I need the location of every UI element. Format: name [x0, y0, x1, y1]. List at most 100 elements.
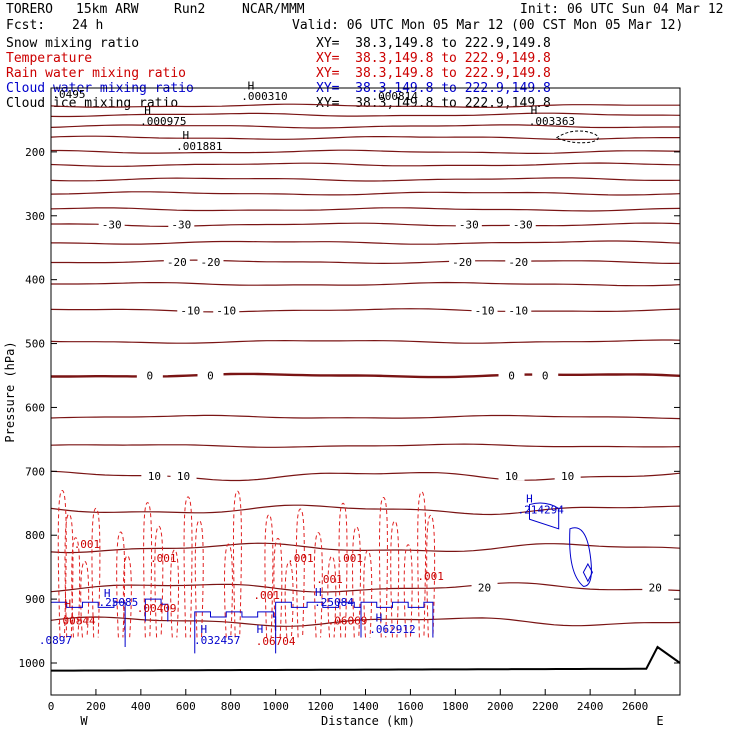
- isotherm-group: [50, 103, 681, 627]
- header-org: NCAR/MMM: [242, 2, 305, 17]
- y-tick-label-500: 500: [25, 338, 45, 351]
- snow-label: H: [182, 129, 189, 142]
- rain-water-group: [57, 489, 436, 638]
- isotherm-label-bg: [98, 217, 125, 230]
- west-label: W: [80, 714, 88, 728]
- header-model: TORERO: [6, 2, 53, 17]
- x-axis-label: Distance (km): [321, 714, 415, 728]
- rain-label: H: [65, 597, 72, 610]
- isotherm-label-bg: [170, 468, 197, 481]
- isotherm-407: [51, 281, 681, 287]
- snow-label: .003363: [529, 115, 575, 128]
- isotherm-label--30: -30: [171, 219, 191, 232]
- x-tick-label-1600: 1600: [397, 700, 424, 713]
- rain-label: .06704: [256, 635, 296, 648]
- cloud-water-label: .214294: [518, 504, 565, 517]
- y-tick-label-900: 900: [25, 593, 45, 606]
- isotherm-372: [51, 259, 681, 265]
- axes-group: 0 200 400 600 800 1000 1200 1400 1600 1800 2000 220…: [19, 146, 680, 713]
- isotherm-label-bg: [163, 254, 190, 267]
- cloud-water-cell: [582, 562, 593, 583]
- rain-contour: [64, 513, 74, 638]
- isotherm-label--20: -20: [167, 256, 187, 269]
- isotherm-label-bg: [505, 254, 532, 267]
- rain-contour: [327, 555, 337, 638]
- cloud-water-label: .25084: [314, 596, 354, 609]
- header-resolution: 15km ARW: [76, 2, 139, 17]
- isotherm-label-bg: [168, 217, 195, 230]
- snow-label: .000814: [372, 90, 419, 103]
- field-xy-temperature: XY= 38.3,149.8 to 222.9,149.8: [316, 51, 551, 66]
- isotherm-label-0: 0: [542, 370, 549, 383]
- snow-contour: [556, 130, 599, 144]
- rain-contour: [273, 537, 283, 638]
- field-name-rain: Rain water mixing ratio: [6, 66, 187, 81]
- isotherm-label-bg: [177, 303, 204, 316]
- x-tick-label-800: 800: [221, 700, 241, 713]
- x-tick-label-1800: 1800: [442, 700, 469, 713]
- isotherm-label-bg: [509, 217, 536, 230]
- x-tick-label-1000: 1000: [262, 700, 289, 713]
- field-xy-rain: XY= 38.3,149.8 to 222.9,149.8: [316, 66, 551, 81]
- rain-label: .001: [74, 538, 101, 551]
- isotherm-label-bg: [642, 580, 669, 593]
- snow-label: .0495: [52, 88, 85, 101]
- isotherm-497: [50, 339, 681, 344]
- cloud-water-contour: [275, 601, 362, 632]
- x-tick-label-400: 400: [131, 700, 151, 713]
- isotherm-label-0: 0: [508, 370, 515, 383]
- isotherm-615: [50, 414, 681, 420]
- isotherm-label-bg: [498, 368, 525, 381]
- rain-label: .001: [417, 570, 444, 583]
- x-tick-label-1200: 1200: [307, 700, 334, 713]
- isotherm-label-bg: [505, 303, 532, 316]
- header-fcst-label: Fcst:: [6, 18, 46, 33]
- rain-contour: [426, 514, 436, 638]
- contour-label-group: -30 -30 -30 -30 -20 -20 -20 -20 -10 -10 -10 -10 0 0 0 0…: [39, 79, 669, 648]
- isotherm-label--10: -10: [508, 304, 528, 317]
- header-fcst-value: 24 h: [72, 18, 104, 33]
- rain-contour: [71, 537, 81, 638]
- rain-label: .001: [316, 573, 343, 586]
- y-tick-label-700: 700: [25, 465, 45, 478]
- isotherm-label-bg: [197, 254, 224, 267]
- isotherm-label-20: 20: [649, 582, 662, 595]
- rain-contour: [91, 507, 101, 638]
- isotherm-448: [50, 308, 681, 313]
- cloud-water-contour: [144, 598, 169, 622]
- rain-contour: [194, 520, 204, 638]
- y-axis-label: Pressure (hPa): [3, 341, 17, 442]
- cloud-water-group: [50, 130, 599, 654]
- isotherm-label-bg: [136, 368, 163, 381]
- x-tick-label-0: 0: [48, 700, 55, 713]
- cloud-water-label: .062912: [369, 623, 415, 636]
- x-tick-label-2000: 2000: [487, 700, 514, 713]
- cloud-water-label: H: [315, 586, 322, 599]
- rain-contour: [183, 496, 193, 638]
- rain-label: .00844: [56, 615, 96, 628]
- isotherm-label--20: -20: [452, 256, 472, 269]
- isotherm-314: [51, 222, 681, 228]
- x-tick-label-2600: 2600: [622, 700, 649, 713]
- isotherm-label--20: -20: [508, 256, 528, 269]
- rain-contour: [378, 497, 388, 638]
- isotherm-label--10: -10: [180, 304, 200, 317]
- x-tick-label-2400: 2400: [577, 700, 604, 713]
- isotherm-label--10: -10: [475, 304, 495, 317]
- rain-contour: [143, 502, 153, 638]
- cloud-water-label: H: [104, 587, 111, 600]
- cloud-water-label: H: [200, 623, 207, 636]
- y-tick-label-300: 300: [25, 210, 45, 223]
- isotherm-label-10: 10: [505, 470, 518, 483]
- isotherm-660: [50, 443, 681, 448]
- x-tick-label-600: 600: [176, 700, 196, 713]
- snow-label: H: [531, 104, 538, 117]
- cloud-water-label: H: [376, 611, 383, 624]
- snow-label: .001881: [176, 140, 222, 153]
- snow-label: .000310: [241, 90, 287, 103]
- isotherm-290: [50, 207, 681, 212]
- cloud-water-contour: [360, 601, 434, 638]
- rain-contour: [264, 514, 274, 638]
- rain-contour: [80, 560, 90, 638]
- rain-contour: [57, 489, 67, 638]
